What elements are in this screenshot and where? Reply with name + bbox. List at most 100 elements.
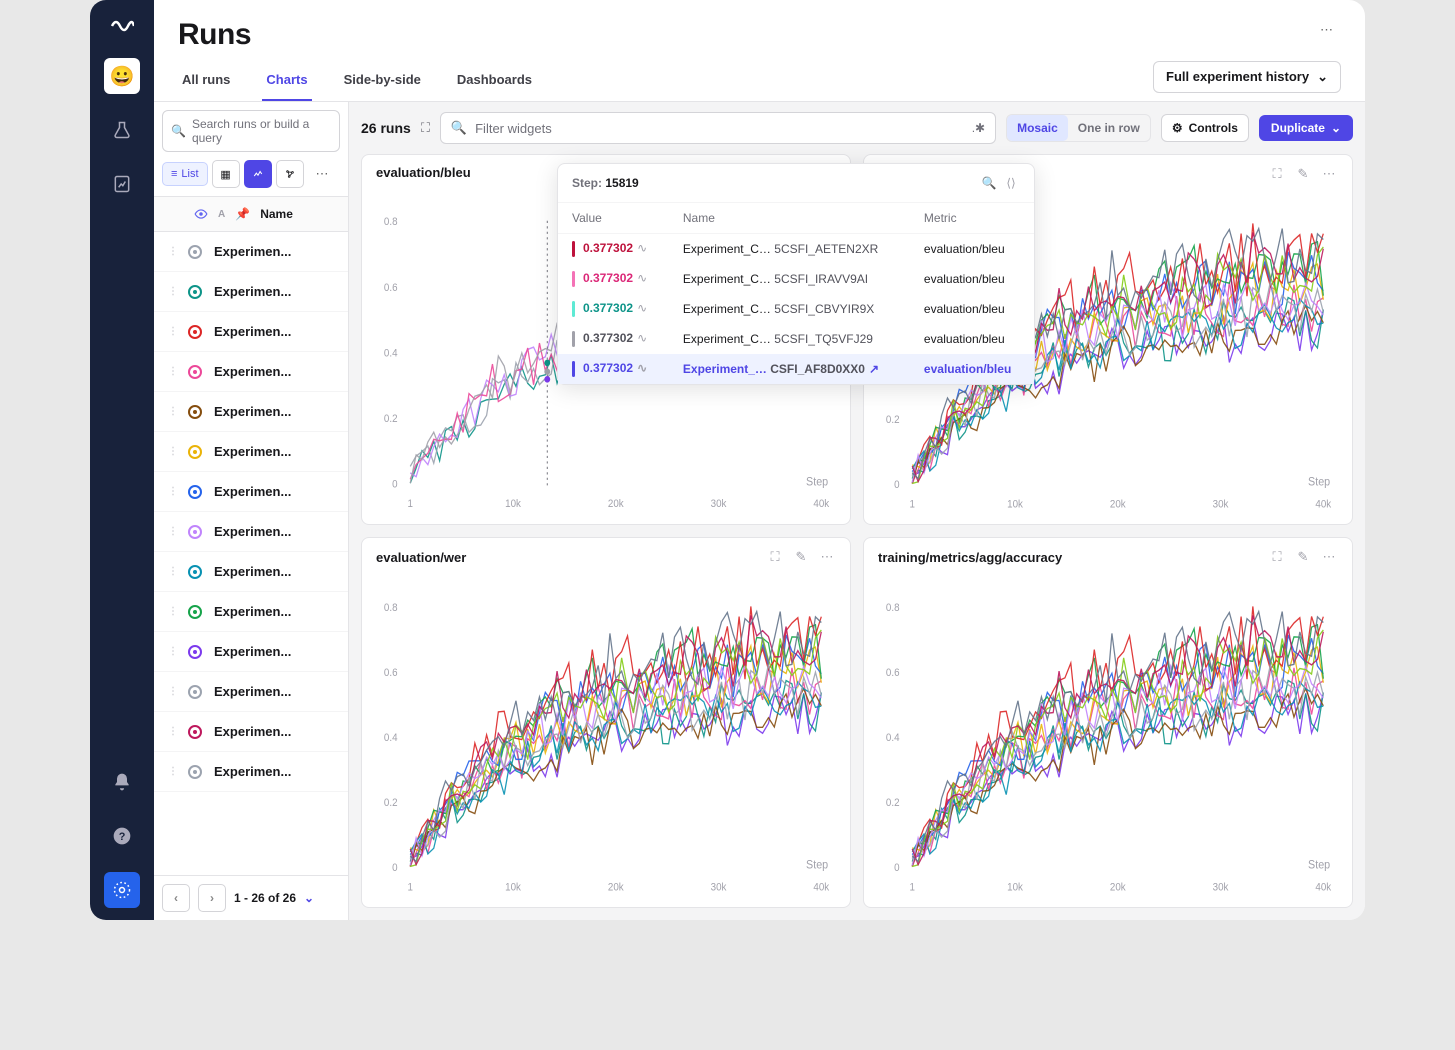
run-row[interactable]: ⋮ Experimen... <box>154 672 348 712</box>
code-icon[interactable]: ⟨⟩ <box>1002 174 1020 192</box>
drag-handle-icon[interactable]: ⋮ <box>168 646 176 657</box>
filter-widgets-input[interactable]: 🔍 Filter widgets .✱ <box>440 112 996 144</box>
drag-handle-icon[interactable]: ⋮ <box>168 246 176 257</box>
chart-menu-icon[interactable]: ⋯ <box>818 548 836 566</box>
drag-handle-icon[interactable]: ⋮ <box>168 406 176 417</box>
drag-handle-icon[interactable]: ⋮ <box>168 326 176 337</box>
chart-title: training/metrics/agg/accuracy <box>878 550 1260 565</box>
run-row[interactable]: ⋮ Experimen... <box>154 352 348 392</box>
chart-canvas[interactable]: 00.20.40.60.8110k20k30k40kStep <box>864 570 1352 907</box>
controls-button[interactable]: ⚙Controls <box>1161 114 1249 142</box>
search-input[interactable]: 🔍 Search runs or build a query <box>162 110 340 152</box>
svg-text:30k: 30k <box>1213 882 1230 894</box>
tab-side-by-side[interactable]: Side-by-side <box>340 60 425 101</box>
fullscreen-icon[interactable]: ⛶ <box>1268 548 1286 566</box>
regex-icon[interactable]: .✱ <box>972 121 985 135</box>
notifications-icon[interactable] <box>104 764 140 800</box>
run-row[interactable]: ⋮ Experimen... <box>154 592 348 632</box>
search-placeholder: Search runs or build a query <box>192 117 331 145</box>
run-row[interactable]: ⋮ Experimen... <box>154 752 348 792</box>
list-view-button[interactable]: ≡ List <box>162 162 208 186</box>
run-row[interactable]: ⋮ Experimen... <box>154 472 348 512</box>
drag-handle-icon[interactable]: ⋮ <box>168 686 176 697</box>
visibility-toggle-icon[interactable] <box>188 445 202 459</box>
prev-page-button[interactable]: ‹ <box>162 884 190 912</box>
chart-canvas[interactable]: 00.20.40.60.8110k20k30k40kStep <box>362 570 850 907</box>
tab-charts[interactable]: Charts <box>262 60 311 101</box>
run-row[interactable]: ⋮ Experimen... <box>154 272 348 312</box>
chevron-down-icon: ⌄ <box>1317 69 1328 85</box>
run-row[interactable]: ⋮ Experimen... <box>154 392 348 432</box>
run-row[interactable]: ⋮ Experimen... <box>154 312 348 352</box>
run-row[interactable]: ⋮ Experimen... <box>154 712 348 752</box>
run-row[interactable]: ⋮ Experimen... <box>154 512 348 552</box>
visibility-toggle-icon[interactable] <box>188 725 202 739</box>
tab-all-runs[interactable]: All runs <box>178 60 234 101</box>
help-icon[interactable]: ? <box>104 818 140 854</box>
fullscreen-icon[interactable]: ⛶ <box>766 548 784 566</box>
experiments-icon[interactable] <box>104 112 140 148</box>
search-icon[interactable]: 🔍 <box>980 174 998 192</box>
one-in-row-toggle[interactable]: One in row <box>1068 115 1150 141</box>
run-row[interactable]: ⋮ Experimen... <box>154 432 348 472</box>
svg-text:20k: 20k <box>1110 882 1127 894</box>
svg-text:10k: 10k <box>1007 499 1024 511</box>
svg-text:Step: Step <box>1308 476 1330 489</box>
next-page-button[interactable]: › <box>198 884 226 912</box>
run-name: Experimen... <box>214 764 334 779</box>
visibility-toggle-icon[interactable] <box>188 245 202 259</box>
visibility-toggle-icon[interactable] <box>188 765 202 779</box>
drag-handle-icon[interactable]: ⋮ <box>168 726 176 737</box>
mosaic-toggle[interactable]: Mosaic <box>1007 115 1068 141</box>
svg-text:30k: 30k <box>711 882 728 894</box>
external-link-icon[interactable]: ↗ <box>869 362 879 376</box>
app-logo[interactable] <box>108 12 136 40</box>
drag-handle-icon[interactable]: ⋮ <box>168 766 176 777</box>
run-row[interactable]: ⋮ Experimen... <box>154 232 348 272</box>
visibility-toggle-icon[interactable] <box>188 485 202 499</box>
drag-handle-icon[interactable]: ⋮ <box>168 486 176 497</box>
visibility-toggle-icon[interactable] <box>188 405 202 419</box>
chevron-down-icon[interactable]: ⌄ <box>304 891 314 905</box>
run-row[interactable]: ⋮ Experimen... <box>154 632 348 672</box>
name-column-header[interactable]: Name <box>260 207 293 221</box>
visibility-toggle-icon[interactable] <box>188 685 202 699</box>
view-more-button[interactable]: ⋯ <box>308 162 337 186</box>
visibility-toggle-icon[interactable] <box>188 525 202 539</box>
chart-menu-icon[interactable]: ⋯ <box>1320 548 1338 566</box>
reports-icon[interactable] <box>104 166 140 202</box>
drag-handle-icon[interactable]: ⋮ <box>168 606 176 617</box>
drag-handle-icon[interactable]: ⋮ <box>168 566 176 577</box>
drag-handle-icon[interactable]: ⋮ <box>168 446 176 457</box>
grid-view-button[interactable]: ▦ <box>212 160 240 188</box>
expand-icon[interactable]: ⛶ <box>421 120 430 136</box>
graph-mode-button[interactable] <box>276 160 304 188</box>
duplicate-button[interactable]: Duplicate⌄ <box>1259 115 1353 141</box>
visibility-toggle-icon[interactable] <box>188 605 202 619</box>
workspace-avatar[interactable]: 😀 <box>104 58 140 94</box>
history-dropdown[interactable]: Full experiment history ⌄ <box>1153 61 1341 93</box>
visibility-toggle-icon[interactable] <box>188 285 202 299</box>
visibility-toggle-icon[interactable] <box>188 365 202 379</box>
chart-mode-button[interactable] <box>244 160 272 188</box>
svg-text:0.2: 0.2 <box>886 797 900 809</box>
svg-text:20k: 20k <box>608 882 625 894</box>
page-menu-button[interactable]: ⋯ <box>1312 18 1341 42</box>
svg-text:0: 0 <box>392 862 398 874</box>
fullscreen-icon[interactable]: ⛶ <box>1268 165 1286 183</box>
edit-icon[interactable]: ✎ <box>792 548 810 566</box>
edit-icon[interactable]: ✎ <box>1294 165 1312 183</box>
drag-handle-icon[interactable]: ⋮ <box>168 526 176 537</box>
drag-handle-icon[interactable]: ⋮ <box>168 286 176 297</box>
run-row[interactable]: ⋮ Experimen... <box>154 552 348 592</box>
visibility-toggle-icon[interactable] <box>188 565 202 579</box>
visibility-toggle-icon[interactable] <box>188 325 202 339</box>
tab-dashboards[interactable]: Dashboards <box>453 60 536 101</box>
chart-menu-icon[interactable]: ⋯ <box>1320 165 1338 183</box>
visibility-toggle-icon[interactable] <box>188 645 202 659</box>
settings-icon[interactable] <box>104 872 140 908</box>
wave-icon: ∿ <box>637 301 647 315</box>
edit-icon[interactable]: ✎ <box>1294 548 1312 566</box>
drag-handle-icon[interactable]: ⋮ <box>168 366 176 377</box>
tooltip-row[interactable]: 0.377302∿ Experiment_… CSFI_AF8D0XX0↗ ev… <box>558 354 1034 384</box>
